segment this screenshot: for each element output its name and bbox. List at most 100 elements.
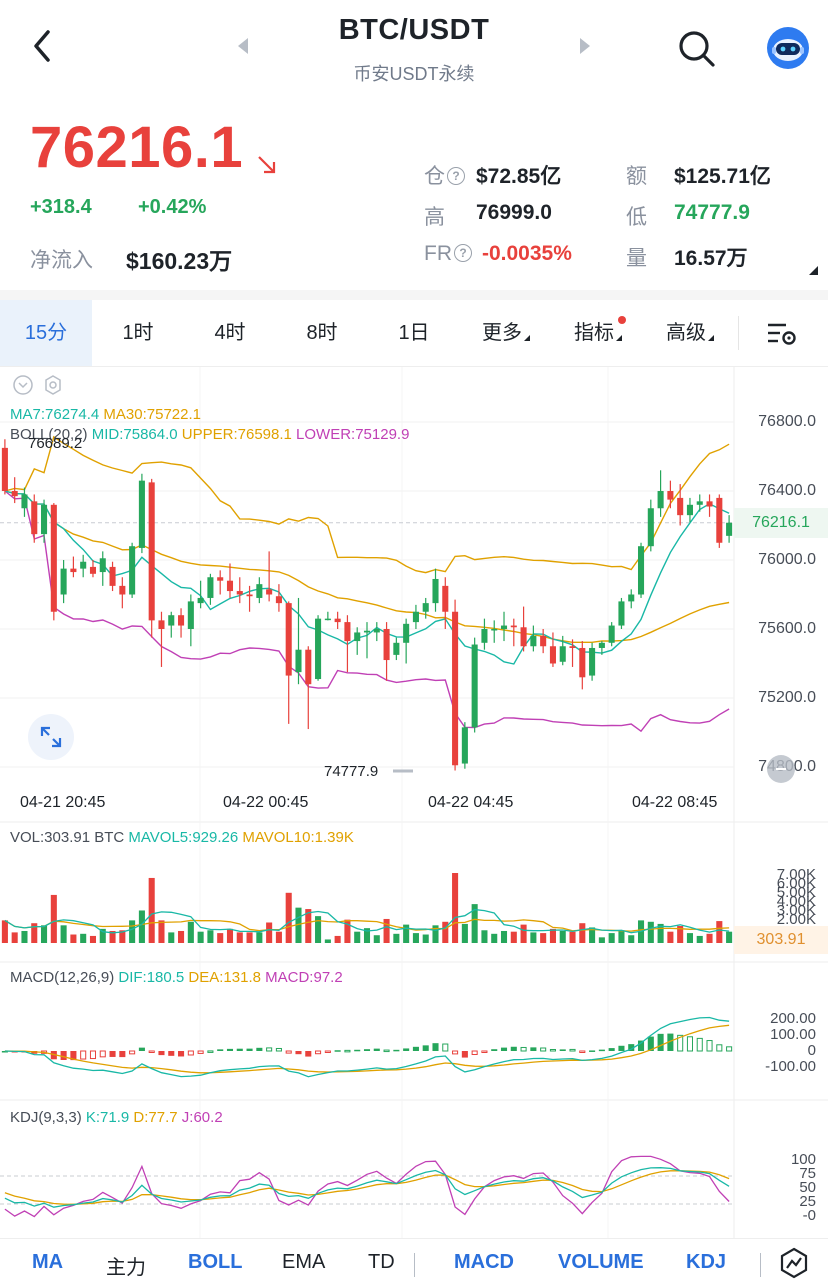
k-line [4, 1167, 730, 1208]
tab-more[interactable]: 更多 [460, 300, 552, 366]
macd-bar [373, 1048, 380, 1051]
macd-bar [696, 1037, 703, 1052]
boll-legend: BOLL(20,2) MID:75864.0 UPPER:76598.1 LOW… [10, 426, 409, 443]
candle-body [549, 646, 556, 664]
dea-label: DEA:131.8 [188, 969, 261, 986]
symbol-title[interactable]: BTC/USDT [338, 14, 490, 46]
volume-bar [178, 930, 185, 943]
volume-bar [217, 933, 224, 943]
candle-body [236, 591, 243, 595]
collapse-icon[interactable] [12, 374, 34, 396]
info-icon: ? [454, 244, 472, 262]
tab-8h[interactable]: 8时 [306, 322, 338, 344]
volume-bar [158, 920, 165, 943]
search-icon[interactable] [676, 28, 716, 68]
open-interest-value: $72.85亿 [476, 165, 562, 188]
volume-bar [60, 925, 67, 943]
volume-bar [41, 925, 48, 943]
candle-body [129, 546, 136, 595]
macd-bar [569, 1048, 576, 1052]
volume-bar [236, 932, 243, 943]
ma7-label: MA7:76274.4 [10, 406, 100, 423]
funding-rate-label[interactable]: FR? [424, 242, 472, 266]
macd-bar [158, 1051, 165, 1056]
chart-tools-icon[interactable] [780, 1247, 808, 1279]
macd-bar [354, 1049, 361, 1052]
prev-symbol-icon[interactable] [236, 36, 250, 56]
kline-chart[interactable] [0, 367, 828, 1238]
indicator-main-force[interactable]: 主力 [106, 1257, 146, 1279]
volume-bar [80, 933, 87, 943]
indicator-settings-gear-icon[interactable] [42, 374, 64, 396]
tab-1h[interactable]: 1时 [122, 322, 154, 344]
funding-rate-value: -0.0035% [482, 242, 572, 265]
tab-15m[interactable]: 15分 [0, 300, 92, 366]
mavol5-line [4, 908, 730, 934]
expand-stats-corner-icon[interactable] [809, 266, 818, 275]
candle-body [540, 635, 547, 647]
fullscreen-expand-button[interactable] [28, 714, 74, 760]
candle-body [11, 491, 18, 497]
tab-indicators[interactable]: 指标 [552, 300, 644, 366]
indicator-ema[interactable]: EMA [282, 1251, 326, 1273]
volume-bar [187, 921, 194, 943]
indicator-divider [760, 1253, 761, 1277]
volume-bar [452, 873, 459, 943]
mavol5-label: MAVOL5:929.26 [128, 829, 239, 846]
volume-bar [373, 935, 380, 943]
candle-body [354, 632, 361, 642]
volume-bar [305, 909, 312, 943]
candle-body [461, 727, 468, 764]
volume-bar [569, 931, 576, 943]
kdj-legend: KDJ(9,3,3) K:71.9 D:77.7 J:60.2 [10, 1109, 223, 1126]
volume-bar [207, 930, 214, 943]
robot-assistant-icon[interactable] [766, 26, 810, 70]
chart-settings-icon[interactable] [766, 320, 798, 348]
next-symbol-icon[interactable] [578, 36, 592, 56]
tab-1d[interactable]: 1日 [398, 322, 430, 344]
macd-bar [579, 1050, 586, 1053]
macd-bar [540, 1047, 547, 1052]
indicator-kdj[interactable]: KDJ [686, 1251, 727, 1273]
volume-bar [70, 934, 77, 943]
tab-divider [738, 316, 739, 350]
volume-bar [500, 930, 508, 943]
candle-body [491, 629, 498, 631]
back-arrow-icon[interactable] [28, 26, 56, 66]
macd-y-ticks: 200.00 100.00 0 -100.00 [765, 1010, 816, 1075]
dif-label: DIF:180.5 [118, 969, 185, 986]
volume-bar [197, 931, 204, 943]
macd-bar [344, 1049, 351, 1053]
volume-bar [285, 892, 292, 943]
candle-body [481, 629, 488, 643]
indicator-ma[interactable]: MA [32, 1251, 64, 1273]
candle-body [295, 649, 302, 673]
candle-body [334, 618, 341, 623]
turnover-label: 额 [626, 165, 647, 188]
candle-body [373, 629, 380, 633]
macd-bar [667, 1033, 674, 1051]
macd-bar [1, 1051, 8, 1053]
indicator-td[interactable]: TD [368, 1251, 395, 1273]
indicator-boll[interactable]: BOLL [188, 1251, 243, 1273]
indicator-volume[interactable]: VOLUME [558, 1251, 644, 1273]
macd-bar [530, 1047, 537, 1051]
indicator-macd[interactable]: MACD [454, 1251, 514, 1273]
net-inflow-label: 净流入 [30, 249, 93, 272]
macd-bar [706, 1040, 713, 1052]
open-interest-label[interactable]: 仓? [424, 160, 465, 190]
volume-bar [246, 932, 253, 943]
candle-body [21, 494, 28, 509]
price-change-percent: +0.42% [138, 196, 207, 218]
boll-lower-label: LOWER:75129.9 [296, 426, 410, 443]
boll-params-label: BOLL(20,2) [10, 426, 88, 443]
volume-bar [657, 923, 664, 943]
tab-advanced[interactable]: 高级 [644, 300, 736, 366]
macd-bar [432, 1043, 439, 1051]
tab-4h[interactable]: 4时 [214, 322, 246, 344]
macd-bar [148, 1050, 155, 1053]
candle-body [412, 611, 419, 623]
indicator-divider [414, 1253, 415, 1277]
candle-body [452, 611, 459, 766]
scroll-to-latest-icon[interactable] [766, 754, 796, 784]
